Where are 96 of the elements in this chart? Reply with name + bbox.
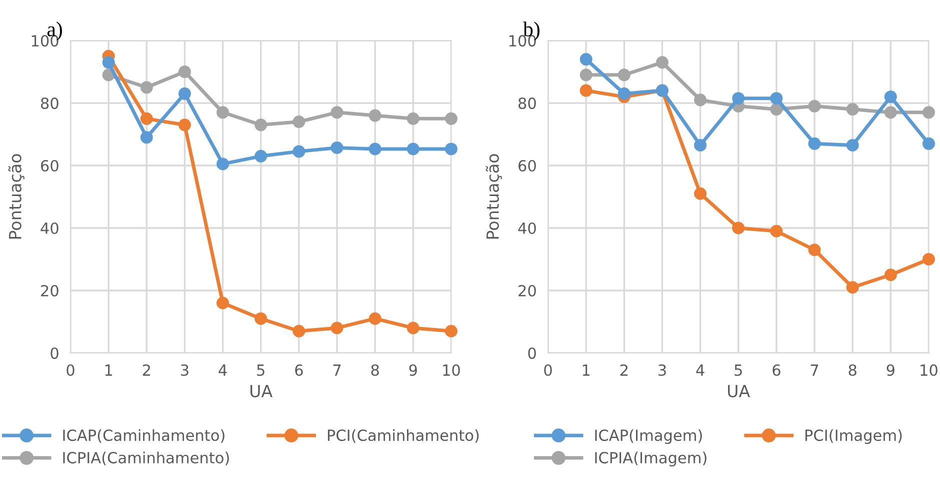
- x-tick-label: 2: [142, 364, 150, 376]
- x-tick-label: 9: [886, 364, 894, 376]
- y-tick-label: 20: [41, 284, 58, 297]
- point: [732, 222, 745, 234]
- x-tick-label: 1: [582, 364, 590, 376]
- point: [254, 312, 268, 325]
- point: [254, 150, 268, 162]
- point: [808, 244, 821, 256]
- y-tick-label: 0: [50, 347, 58, 359]
- x-tick-label: 7: [810, 364, 818, 376]
- x-tick-label: 6: [772, 364, 780, 376]
- point: [330, 322, 344, 334]
- y-axis-title: Pontuação: [486, 154, 502, 239]
- x-tick-label: 4: [696, 364, 704, 376]
- x-tick-label: 1: [105, 364, 112, 376]
- point: [884, 268, 897, 282]
- x-axis-title: UA: [250, 384, 273, 398]
- point: [846, 103, 859, 116]
- point: [732, 92, 745, 105]
- x-tick-label: 6: [295, 364, 303, 376]
- y-tick-label: 40: [518, 222, 536, 234]
- point: [770, 103, 783, 116]
- legend-label: ICAP(Caminhamento): [63, 429, 224, 443]
- x-tick-label: 9: [409, 364, 417, 376]
- y-tick-label: 60: [518, 160, 536, 172]
- point: [102, 56, 115, 69]
- point: [406, 112, 420, 125]
- point: [216, 106, 230, 119]
- point: [808, 137, 821, 150]
- x-tick-label: 5: [257, 364, 264, 376]
- point: [884, 90, 897, 104]
- x-tick-label: 2: [620, 364, 628, 376]
- x-tick-label: 10: [920, 364, 938, 376]
- point: [292, 116, 306, 128]
- point: [444, 324, 458, 338]
- point: [694, 138, 707, 152]
- y-tick-label: 20: [518, 284, 536, 297]
- x-tick-label: 8: [371, 364, 379, 376]
- point: [846, 138, 859, 152]
- x-tick-label: 10: [443, 364, 460, 376]
- legend-label: ICPIA(Imagem): [595, 452, 706, 466]
- y-axis-title: Pontuação: [8, 154, 24, 239]
- point: [618, 87, 630, 100]
- point: [444, 112, 458, 125]
- x-tick-label: 0: [544, 364, 552, 376]
- point: [580, 84, 592, 97]
- point: [656, 56, 668, 69]
- point: [178, 87, 191, 100]
- y-tick-label: 80: [518, 97, 536, 110]
- point: [330, 141, 344, 154]
- x-tick-label: 3: [658, 364, 666, 376]
- point: [406, 142, 420, 156]
- point: [580, 68, 592, 82]
- y-tick-label: 80: [40, 97, 58, 110]
- x-axis-title: UA: [728, 384, 750, 398]
- point: [368, 109, 382, 122]
- point: [140, 112, 153, 125]
- point: [922, 137, 935, 150]
- point: [808, 100, 821, 112]
- point: [178, 118, 191, 132]
- point: [444, 142, 458, 156]
- point: [216, 158, 230, 170]
- point: [922, 253, 935, 266]
- point: [580, 53, 592, 66]
- point: [254, 118, 268, 132]
- point: [884, 106, 897, 119]
- point: [618, 68, 630, 82]
- point: [368, 312, 382, 325]
- x-tick-label: 5: [734, 364, 742, 376]
- y-tick-label: 0: [528, 347, 536, 359]
- point: [178, 66, 191, 78]
- point: [330, 106, 344, 119]
- x-tick-label: 7: [333, 364, 341, 376]
- x-tick-label: 8: [848, 364, 856, 376]
- legend-label: PCI(Caminhamento): [328, 429, 479, 443]
- y-tick-label: 40: [40, 222, 58, 234]
- x-tick-label: 3: [181, 364, 188, 376]
- point: [292, 145, 306, 158]
- point: [292, 324, 306, 338]
- y-tick-label: 60: [41, 160, 58, 172]
- point: [140, 81, 153, 94]
- point: [694, 187, 707, 200]
- legend-label: PCI(Imagem): [805, 429, 902, 444]
- point: [216, 296, 230, 310]
- x-tick-label: 0: [66, 364, 74, 376]
- point: [770, 92, 783, 105]
- point: [922, 106, 935, 119]
- point: [406, 322, 420, 334]
- x-tick-label: 4: [218, 364, 227, 376]
- point: [770, 224, 783, 238]
- legend-label: ICAP(Imagem): [595, 429, 702, 444]
- point: [694, 94, 707, 106]
- point: [846, 281, 859, 294]
- legend-label: ICPIA(Caminhamento): [63, 452, 229, 466]
- point: [368, 142, 382, 156]
- point: [140, 131, 153, 144]
